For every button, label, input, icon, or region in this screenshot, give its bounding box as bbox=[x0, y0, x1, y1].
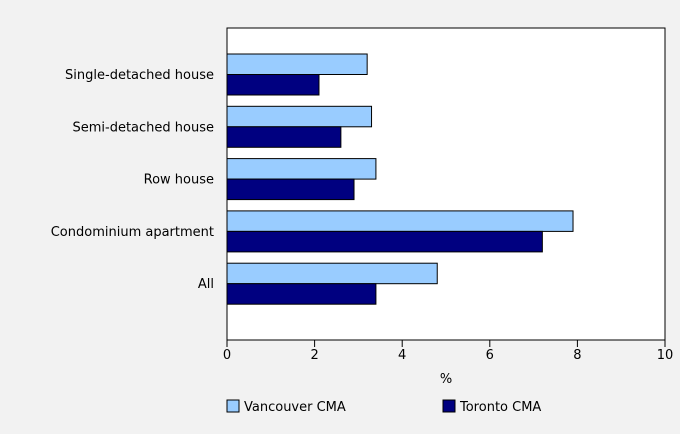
bar-vancouver-0 bbox=[226, 53, 368, 75]
legend-label-vancouver: Vancouver CMA bbox=[244, 400, 346, 415]
x-tick-label: 0 bbox=[223, 348, 231, 363]
x-tick-label: 2 bbox=[310, 348, 318, 363]
category-label: All bbox=[198, 277, 214, 292]
bar-vancouver-3 bbox=[226, 210, 574, 232]
category-label: Row house bbox=[144, 173, 214, 188]
bar-vancouver-4 bbox=[226, 262, 438, 285]
category-label: Condominium apartment bbox=[51, 225, 214, 240]
x-tick-label: 6 bbox=[486, 348, 494, 363]
x-tick-label: 4 bbox=[398, 348, 406, 363]
category-label: Single-detached house bbox=[65, 68, 214, 83]
bar-toronto-0 bbox=[226, 74, 320, 96]
bar-toronto-3 bbox=[226, 230, 543, 253]
x-axis-title: % bbox=[440, 372, 452, 387]
category-label: Semi-detached house bbox=[72, 120, 214, 135]
legend-label-toronto: Toronto CMA bbox=[459, 400, 541, 415]
x-tick-label: 8 bbox=[573, 348, 581, 363]
category-labels: Single-detached house Semi-detached house… bbox=[51, 68, 214, 292]
bars-layer bbox=[226, 53, 574, 305]
legend-swatch-vancouver bbox=[226, 399, 240, 413]
x-axis: 0 2 4 6 8 10 bbox=[223, 340, 673, 363]
bar-toronto-4 bbox=[226, 283, 377, 305]
legend: Vancouver CMA Toronto CMA bbox=[226, 399, 541, 415]
bar-vancouver-1 bbox=[226, 105, 373, 128]
bar-toronto-2 bbox=[226, 178, 355, 201]
x-tick-label: 10 bbox=[657, 348, 674, 363]
bar-vancouver-2 bbox=[226, 158, 377, 180]
legend-swatch-toronto bbox=[442, 399, 456, 413]
bar-toronto-1 bbox=[226, 126, 342, 148]
